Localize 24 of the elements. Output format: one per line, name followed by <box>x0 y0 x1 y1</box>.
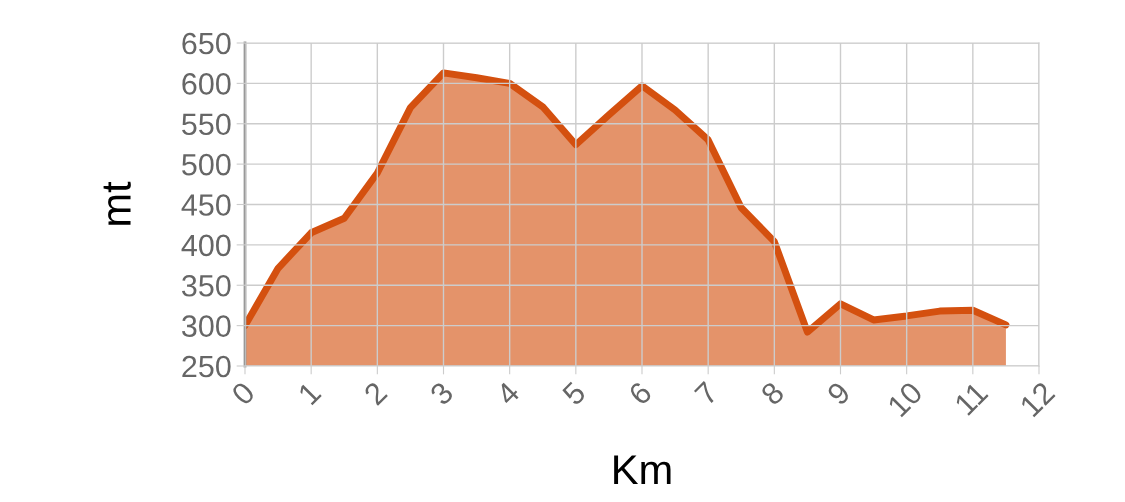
x-tick-label: 7 <box>693 381 719 406</box>
y-tick-label: 400 <box>181 234 231 257</box>
y-tick-label: 550 <box>182 113 231 136</box>
y-tick-label: 250 <box>182 355 231 378</box>
x-axis-title: Km <box>614 455 671 485</box>
x-tick-label: 0 <box>230 380 256 407</box>
y-tick-label: 300 <box>182 315 231 337</box>
x-tick-label: 5 <box>561 380 587 407</box>
y-tick-label: 450 <box>181 194 231 216</box>
x-tick-label: 1 <box>297 381 322 406</box>
y-tick-label: 650 <box>182 32 231 55</box>
y-axis-title: mt <box>103 181 131 225</box>
x-tick-label: 8 <box>759 380 786 407</box>
x-tick-label: 6 <box>627 380 653 406</box>
x-tick-label: 4 <box>494 380 521 407</box>
y-tick-label: 600 <box>182 73 231 95</box>
x-tick-label: 10 <box>886 380 924 418</box>
y-tick-label: 500 <box>182 153 231 176</box>
x-tick-label: 9 <box>826 380 852 407</box>
x-tick-label: 2 <box>362 380 388 406</box>
x-tick-label: 11 <box>953 381 989 416</box>
x-tick-label: 12 <box>1019 380 1056 418</box>
y-tick-label: 350 <box>182 274 231 297</box>
x-tick-label: 3 <box>428 380 455 407</box>
